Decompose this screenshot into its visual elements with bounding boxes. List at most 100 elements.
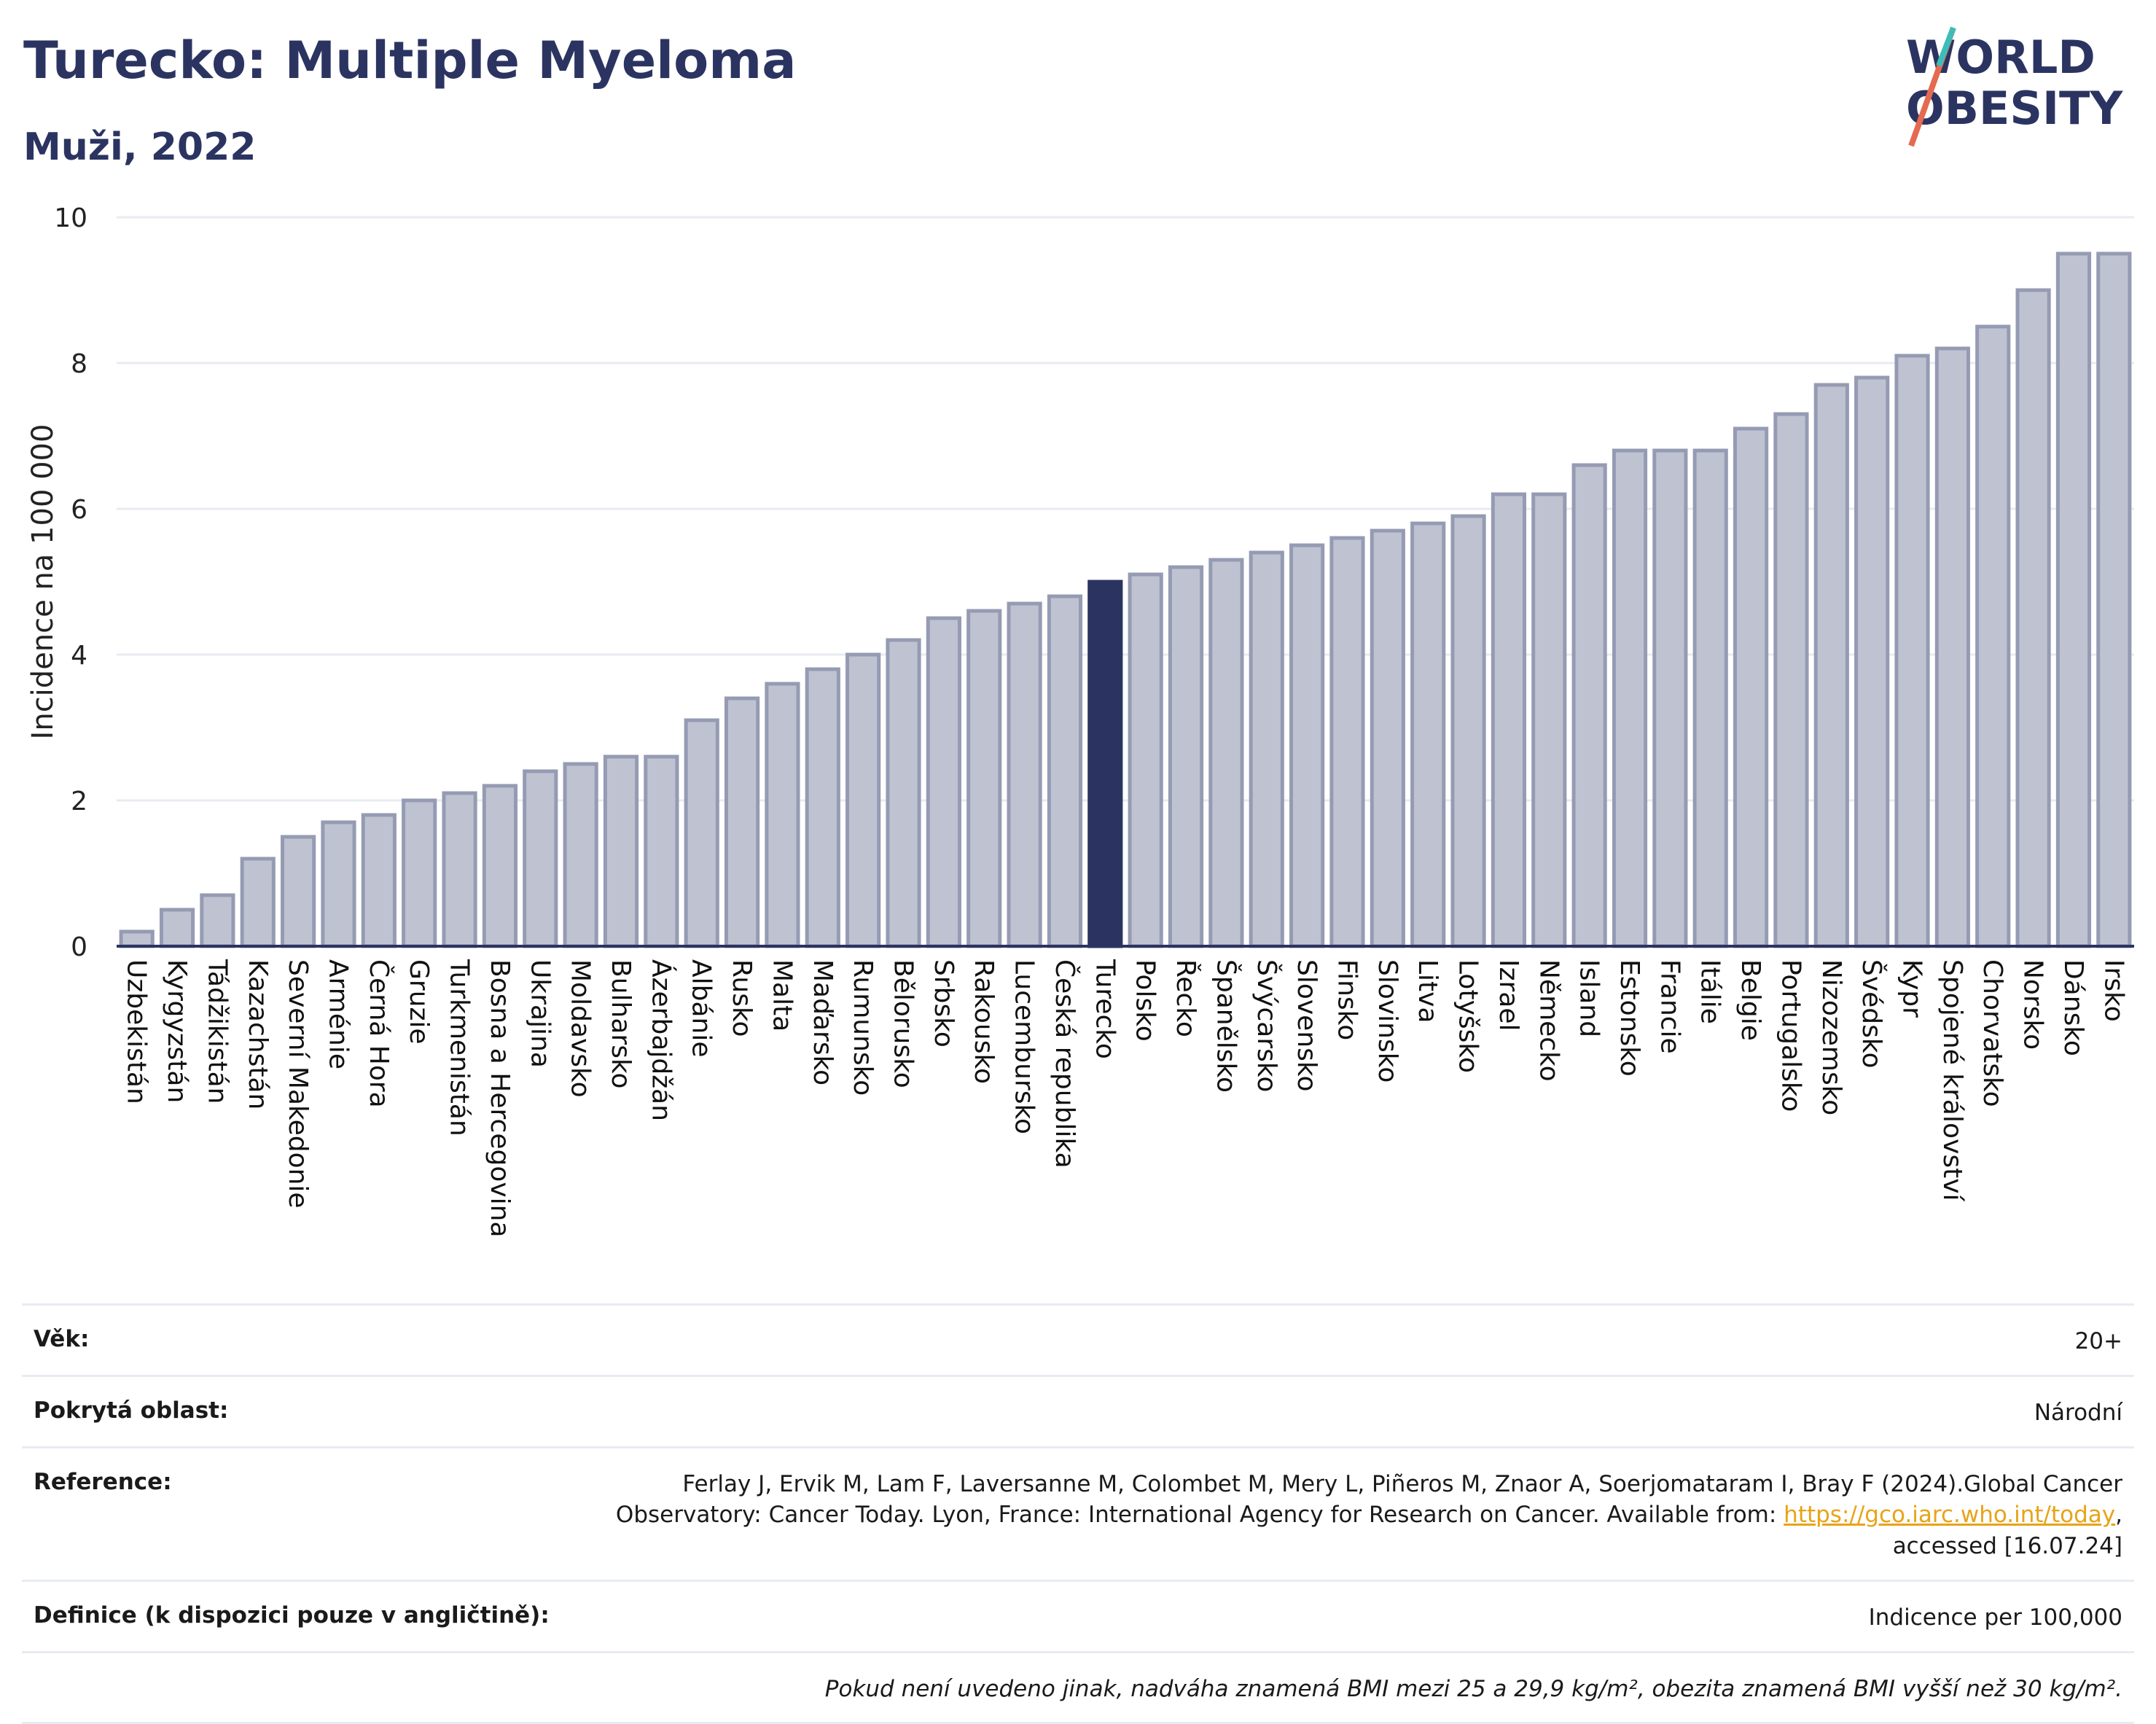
x-tick-label: Srbsko <box>929 959 958 1048</box>
bar <box>1612 448 1648 948</box>
x-tick-label: Izrael <box>1493 959 1523 1031</box>
bar <box>1128 572 1163 948</box>
bar <box>966 609 1002 948</box>
reference-text-2: , accessed [16.07.24] <box>1892 1502 2122 1560</box>
chart-subtitle: Muži, 2022 <box>23 125 257 169</box>
x-tick-label: Maďarsko <box>808 959 837 1085</box>
reference-link[interactable]: https://gco.iarc.who.int/today <box>1784 1502 2116 1529</box>
x-tick-label: Slovensko <box>1292 959 1321 1092</box>
x-tick-label: Řecko <box>1171 959 1201 1037</box>
x-tick-label: Severní Makedonie <box>283 959 313 1209</box>
bar <box>119 929 155 948</box>
x-tick-label: Ukrajina <box>525 959 555 1068</box>
bar <box>1450 514 1486 948</box>
x-tick-label: Tádžikistán <box>202 959 232 1104</box>
area-value: Národní <box>2034 1399 2122 1426</box>
bar <box>845 652 881 948</box>
x-tick-label: Finsko <box>1332 959 1362 1040</box>
bar <box>361 813 397 948</box>
x-tick-label: Ázerbajdžán <box>646 959 676 1121</box>
reference-label: Reference: <box>34 1468 172 1495</box>
y-axis-label: Incidence na 100 000 <box>26 424 60 740</box>
chart-title: Turecko: Multiple Myeloma <box>23 31 797 90</box>
meta-row-age: Věk: 20+ <box>22 1303 2134 1375</box>
bar <box>1934 346 1970 948</box>
x-tick-label: Belgie <box>1735 959 1765 1041</box>
x-tick-label: Spojené království <box>1937 959 1967 1202</box>
bar <box>2055 251 2092 948</box>
bar <box>1087 580 1123 948</box>
x-tick-label: Nizozemsko <box>1816 959 1846 1115</box>
reference-value: Ferlay J, Ervik M, Lam F, Laversanne M, … <box>592 1469 2122 1562</box>
bar <box>240 857 276 948</box>
x-tick-label: Bosna a Hercegovina <box>485 959 515 1238</box>
bar <box>1007 601 1042 948</box>
bar-chart: 0 2 4 6 8 10 Incidence na 100 000 Uzbekistán Kyr… <box>26 203 2134 1238</box>
bar <box>1289 543 1325 948</box>
bar <box>1813 383 1849 948</box>
x-tick-label: Slovinsko <box>1372 959 1402 1083</box>
x-tick-label: Lotyšsko <box>1453 959 1483 1073</box>
bar <box>1329 536 1365 948</box>
x-tick-label: Rakousko <box>969 959 999 1084</box>
x-tick-label: Francie <box>1655 959 1684 1054</box>
bar <box>1773 412 1809 948</box>
bar <box>1531 492 1567 948</box>
bar <box>200 893 235 948</box>
logo-slash-teal <box>1936 26 1956 67</box>
meta-row-definition: Definice (k dispozici pouze v angličtině… <box>22 1579 2134 1651</box>
bar <box>159 908 195 948</box>
x-tick-label: Albánie <box>687 959 716 1058</box>
bar <box>603 754 639 948</box>
x-tick-label: Česká republika <box>1050 959 1080 1169</box>
bar <box>1208 558 1244 948</box>
bar <box>2015 288 2051 948</box>
x-tick-label: Itálie <box>1695 959 1725 1024</box>
meta-row-area: Pokrytá oblast: Národní <box>22 1374 2134 1446</box>
x-tick-label: Španělsko <box>1211 959 1241 1093</box>
x-tick-label: Gruzie <box>404 959 434 1045</box>
bar <box>442 791 477 948</box>
x-tick-label: Turecko <box>1090 959 1120 1059</box>
age-label: Věk: <box>34 1326 90 1352</box>
x-tick-label: Dánsko <box>2058 959 2088 1056</box>
bar <box>1491 492 1527 948</box>
x-tick-label: Rumunsko <box>848 959 878 1096</box>
x-tick-label: Moldavsko <box>566 959 595 1098</box>
obesity-note: Pokud není uvedeno jinak, nadváha znamen… <box>824 1675 2122 1702</box>
x-tick-label: Norsko <box>2018 959 2048 1050</box>
x-tick-label: Turkmenistán <box>445 959 474 1136</box>
bar <box>1894 354 1930 948</box>
bar <box>644 754 679 948</box>
area-label: Pokrytá oblast: <box>34 1397 229 1424</box>
x-tick-label: Irsko <box>2098 959 2128 1022</box>
y-tick-label: 4 <box>71 641 87 671</box>
bar <box>765 682 800 948</box>
x-tick-label: Polsko <box>1130 959 1160 1042</box>
bar <box>1975 324 2011 948</box>
bar <box>724 696 760 948</box>
age-value: 20+ <box>2074 1328 2122 1354</box>
meta-row-reference: Reference: Ferlay J, Ervik M, Lam F, Lav… <box>22 1446 2134 1580</box>
x-tick-label: Malta <box>767 959 797 1031</box>
bar <box>1652 448 1688 948</box>
definition-label: Definice (k dispozici pouze v angličtině… <box>34 1602 550 1629</box>
x-tick-label: Arménie <box>323 959 353 1069</box>
bar <box>1854 375 1890 948</box>
logo-line-2: OBESITY <box>1906 82 2123 135</box>
x-tick-label: Rusko <box>727 959 757 1037</box>
bar <box>1047 594 1083 948</box>
x-tick-label: Lucembursko <box>1009 959 1039 1134</box>
bar <box>563 762 598 948</box>
bar <box>1370 528 1405 948</box>
x-tick-label: Estonsko <box>1614 959 1644 1077</box>
bar <box>281 835 316 948</box>
world-obesity-logo: WORLD OBESITY <box>1906 26 2123 147</box>
bar <box>886 638 921 948</box>
x-tick-label: Kypr <box>1897 959 1927 1018</box>
bar <box>805 667 840 948</box>
meta-row-note: Pokud není uvedeno jinak, nadváha znamen… <box>22 1650 2134 1724</box>
bar <box>1410 521 1446 948</box>
x-tick-label: Německo <box>1534 959 1563 1082</box>
y-tick-label: 6 <box>71 495 87 525</box>
